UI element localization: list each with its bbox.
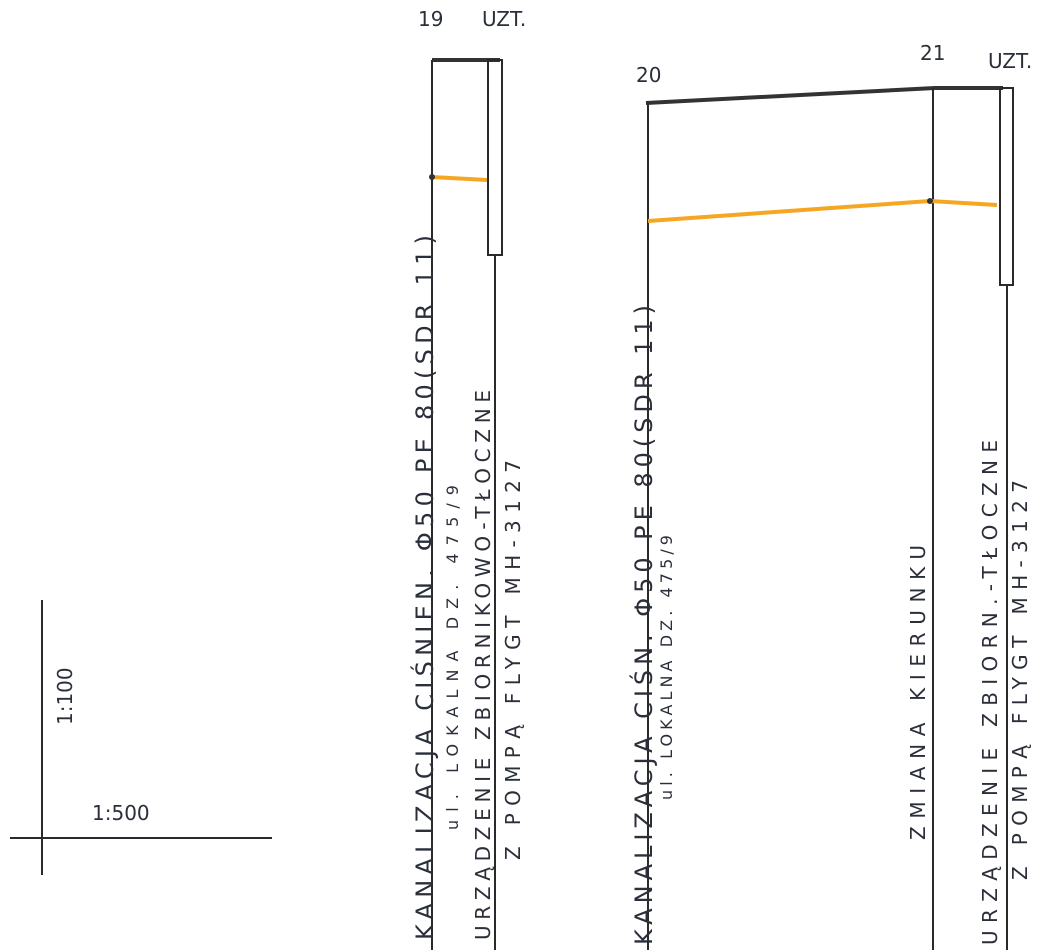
node-label: UZT. bbox=[988, 49, 1032, 73]
scale-vertical: 1:100 bbox=[53, 667, 77, 725]
pump-label: Z POMPĄ FLYGT MH-3127 bbox=[1008, 480, 1032, 880]
node-label: 21 bbox=[920, 41, 945, 65]
pipe-line bbox=[431, 175, 488, 182]
pipe-label: KANALIZACJA CIŚNIEN. Φ50 PE 80(SDR 11) bbox=[409, 235, 439, 940]
pipe-node bbox=[927, 198, 933, 204]
node-label: UZT. bbox=[482, 7, 526, 31]
scale-horizontal: 1:500 bbox=[92, 801, 150, 825]
pump-label: Z POMPĄ FLYGT MH-3127 bbox=[501, 460, 525, 860]
node-label: 20 bbox=[636, 63, 661, 87]
node-label: 19 bbox=[418, 7, 443, 31]
pipe-node bbox=[429, 174, 435, 180]
pipe-label: KANALIZACJA CIŚN. Φ50 PE 80(SDR 11) bbox=[628, 305, 658, 945]
device-label: URZĄDZENIE ZBIORN.-TŁOCZNE bbox=[978, 440, 1002, 945]
device-label: URZĄDZENIE ZBIORNIKOWO-TŁOCZNE bbox=[471, 390, 495, 940]
direction-change-label: ZMIANA KIERUNKU bbox=[906, 545, 930, 840]
terrain-line bbox=[645, 86, 1003, 105]
